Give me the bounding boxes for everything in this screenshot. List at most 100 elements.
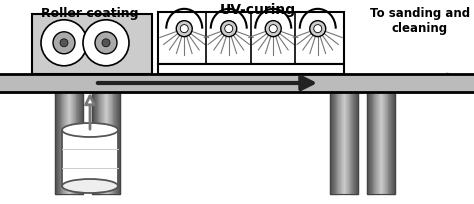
Circle shape [314,25,322,33]
Bar [106,92,107,194]
Bar [371,92,372,194]
Bar [66,92,67,194]
Bar [368,92,369,194]
Bar [95,92,96,194]
Bar [61,92,62,194]
Bar [332,92,333,194]
Bar [377,92,378,194]
Bar [385,92,386,194]
Bar [97,92,98,194]
Bar [381,92,382,194]
Bar [67,92,68,194]
Bar [350,92,351,194]
Bar [108,92,109,194]
Bar [100,92,101,194]
Bar [110,92,111,194]
Bar [374,92,375,194]
Bar [93,92,94,194]
Bar [372,92,373,194]
Bar [158,12,344,64]
Bar [382,92,383,194]
Bar [119,92,120,194]
Bar [76,92,77,194]
Bar [393,92,394,194]
Bar [380,92,381,194]
Circle shape [95,32,117,54]
Bar [349,92,350,194]
Circle shape [41,20,87,66]
Bar [72,92,73,194]
Bar [394,92,395,194]
Bar [114,92,115,194]
Bar [392,92,393,194]
Bar [94,92,95,194]
Circle shape [60,39,68,47]
Bar [116,92,117,194]
Bar [109,92,110,194]
Circle shape [310,21,326,37]
Bar [79,92,80,194]
Bar [92,92,120,194]
Circle shape [265,21,281,37]
Bar [333,92,334,194]
Bar [112,92,113,194]
Bar [355,92,356,194]
Bar [158,64,344,74]
Bar [58,92,59,194]
Bar [77,92,78,194]
Bar [342,92,343,194]
Bar [104,92,105,194]
Bar [341,92,342,194]
Bar [353,92,354,194]
Bar [337,92,338,194]
Bar [375,92,376,194]
Bar [62,130,118,186]
Bar [74,92,75,194]
Bar [80,92,81,194]
Bar [330,92,358,194]
Bar [346,92,347,194]
Bar [389,92,390,194]
Bar [65,92,66,194]
Bar [390,92,391,194]
Bar [334,92,335,194]
Bar [340,92,341,194]
Bar [71,92,72,194]
Bar [68,92,69,194]
Circle shape [180,25,188,33]
Bar [118,92,119,194]
Bar [354,92,355,194]
Bar [336,92,337,194]
Bar [92,92,93,194]
Bar [370,92,371,194]
Circle shape [102,39,110,47]
Bar [59,92,60,194]
Bar [73,92,74,194]
Bar [0,74,474,92]
Bar [373,92,374,194]
Circle shape [225,25,233,33]
Bar [344,92,345,194]
Bar [57,92,58,194]
Bar [367,92,368,194]
Bar [96,92,97,194]
Bar [339,92,340,194]
Circle shape [176,21,192,37]
Bar [81,92,82,194]
Circle shape [53,32,75,54]
Bar [70,92,71,194]
Bar [117,92,118,194]
Bar [101,92,102,194]
Bar [369,92,370,194]
Bar [347,92,348,194]
Bar [56,92,57,194]
Bar [356,92,357,194]
Bar [391,92,392,194]
Bar [376,92,377,194]
Bar [386,92,387,194]
Text: Roller coating: Roller coating [41,7,139,20]
Bar [111,92,112,194]
Bar [60,92,61,194]
Bar [345,92,346,194]
Bar [379,92,380,194]
